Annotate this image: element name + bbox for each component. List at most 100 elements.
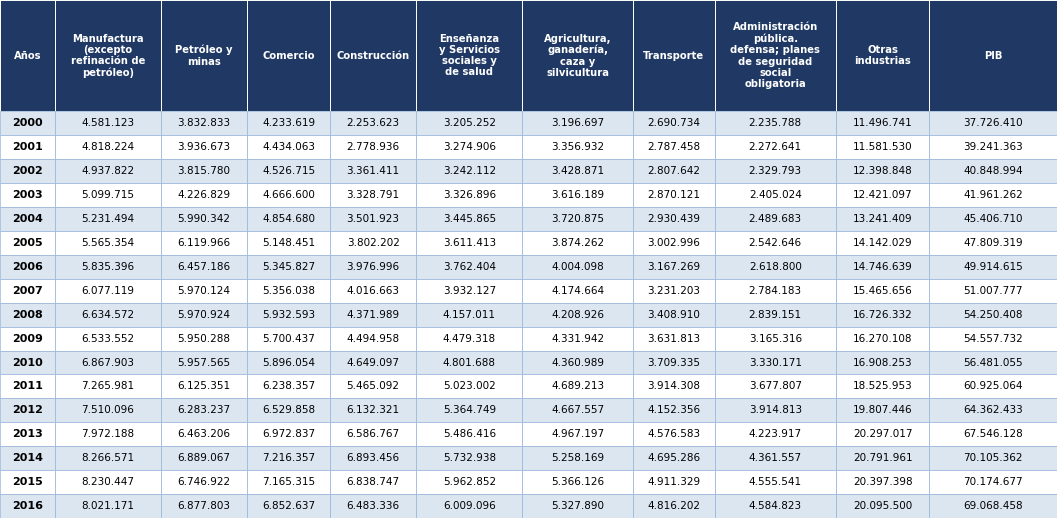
Text: 40.848.994: 40.848.994 [963, 166, 1023, 176]
Text: 14.746.639: 14.746.639 [853, 262, 912, 272]
Text: 4.371.989: 4.371.989 [347, 310, 400, 320]
Text: 5.345.827: 5.345.827 [262, 262, 315, 272]
Bar [836, 422, 929, 446]
Text: 4.689.213: 4.689.213 [551, 381, 605, 392]
Text: 2002: 2002 [12, 166, 43, 176]
Text: 4.226.829: 4.226.829 [178, 190, 230, 200]
Text: 2.930.439: 2.930.439 [647, 214, 701, 224]
Text: 3.167.269: 3.167.269 [647, 262, 701, 272]
Text: 20.297.017: 20.297.017 [853, 429, 912, 439]
Text: 4.584.823: 4.584.823 [748, 501, 802, 511]
Text: 2.690.734: 2.690.734 [647, 118, 701, 128]
Bar [247, 375, 330, 398]
Text: 16.726.332: 16.726.332 [853, 310, 912, 320]
Text: 3.330.171: 3.330.171 [748, 357, 802, 368]
Text: 6.746.922: 6.746.922 [178, 477, 230, 487]
Text: Agricultura,
ganadería,
caza y
silvicultura: Agricultura, ganadería, caza y silvicult… [544, 34, 611, 78]
Text: 2.329.793: 2.329.793 [748, 166, 802, 176]
Text: 2012: 2012 [12, 406, 43, 415]
Bar [247, 0, 330, 111]
Bar [247, 279, 330, 303]
Text: 3.815.780: 3.815.780 [178, 166, 230, 176]
Text: 8.230.447: 8.230.447 [81, 477, 134, 487]
Text: 3.720.875: 3.720.875 [551, 214, 605, 224]
Text: 6.077.119: 6.077.119 [81, 286, 134, 296]
Text: 2.253.623: 2.253.623 [347, 118, 400, 128]
Bar [55, 279, 161, 303]
Text: 2.618.800: 2.618.800 [748, 262, 802, 272]
Text: Petróleo y
minas: Petróleo y minas [175, 45, 233, 66]
Text: 2014: 2014 [12, 453, 43, 463]
Text: 4.801.688: 4.801.688 [443, 357, 496, 368]
Text: 19.807.446: 19.807.446 [853, 406, 912, 415]
Bar [416, 135, 522, 159]
Bar [715, 303, 836, 327]
Bar [330, 351, 416, 375]
Text: 41.961.262: 41.961.262 [963, 190, 1023, 200]
Text: 2.272.641: 2.272.641 [748, 142, 802, 152]
Bar [330, 183, 416, 207]
Text: 2013: 2013 [12, 429, 43, 439]
Text: 4.434.063: 4.434.063 [262, 142, 315, 152]
Text: 6.457.186: 6.457.186 [178, 262, 230, 272]
Bar [55, 135, 161, 159]
Bar [55, 255, 161, 279]
Text: 5.896.054: 5.896.054 [262, 357, 315, 368]
Text: 51.007.777: 51.007.777 [963, 286, 1023, 296]
Text: 6.893.456: 6.893.456 [347, 453, 400, 463]
Text: 56.481.055: 56.481.055 [963, 357, 1023, 368]
Text: 54.557.732: 54.557.732 [963, 334, 1023, 343]
Text: 11.496.741: 11.496.741 [853, 118, 912, 128]
Bar [416, 375, 522, 398]
Bar [330, 494, 416, 518]
Bar [55, 231, 161, 255]
Text: 6.483.336: 6.483.336 [347, 501, 400, 511]
Text: 2.405.024: 2.405.024 [748, 190, 802, 200]
Bar [55, 494, 161, 518]
Bar [836, 303, 929, 327]
Text: 5.990.342: 5.990.342 [178, 214, 230, 224]
Text: 5.327.890: 5.327.890 [551, 501, 605, 511]
Bar [715, 351, 836, 375]
Text: 6.009.096: 6.009.096 [443, 501, 496, 511]
Bar [522, 494, 633, 518]
Bar [330, 159, 416, 183]
Bar [247, 494, 330, 518]
Bar [330, 135, 416, 159]
Text: 3.802.202: 3.802.202 [347, 238, 400, 248]
Text: 3.361.411: 3.361.411 [347, 166, 400, 176]
Bar [247, 111, 330, 135]
Text: 7.216.357: 7.216.357 [262, 453, 315, 463]
Bar [247, 398, 330, 422]
Bar [247, 446, 330, 470]
Bar [330, 327, 416, 351]
Text: 14.142.029: 14.142.029 [853, 238, 912, 248]
Bar [416, 398, 522, 422]
Text: Años: Años [14, 51, 41, 61]
Text: 3.832.833: 3.832.833 [178, 118, 230, 128]
Bar [522, 255, 633, 279]
Text: 2.784.183: 2.784.183 [748, 286, 802, 296]
Text: 2009: 2009 [12, 334, 43, 343]
Text: 2003: 2003 [13, 190, 42, 200]
Text: 2000: 2000 [13, 118, 42, 128]
Text: 4.208.926: 4.208.926 [551, 310, 605, 320]
Bar [247, 327, 330, 351]
Text: 45.406.710: 45.406.710 [963, 214, 1023, 224]
Text: 3.205.252: 3.205.252 [443, 118, 496, 128]
Bar [715, 446, 836, 470]
Text: 6.463.206: 6.463.206 [178, 429, 230, 439]
Bar [0, 183, 55, 207]
Bar [161, 351, 247, 375]
Bar [522, 207, 633, 231]
Text: 3.932.127: 3.932.127 [443, 286, 496, 296]
Text: 4.479.318: 4.479.318 [443, 334, 496, 343]
Text: 4.152.356: 4.152.356 [647, 406, 701, 415]
Text: 3.611.413: 3.611.413 [443, 238, 496, 248]
Text: 67.546.128: 67.546.128 [963, 429, 1023, 439]
Text: 2.542.646: 2.542.646 [748, 238, 802, 248]
Bar [633, 159, 715, 183]
Text: 4.649.097: 4.649.097 [347, 357, 400, 368]
Text: Construcción: Construcción [336, 51, 410, 61]
Text: 4.331.942: 4.331.942 [551, 334, 605, 343]
